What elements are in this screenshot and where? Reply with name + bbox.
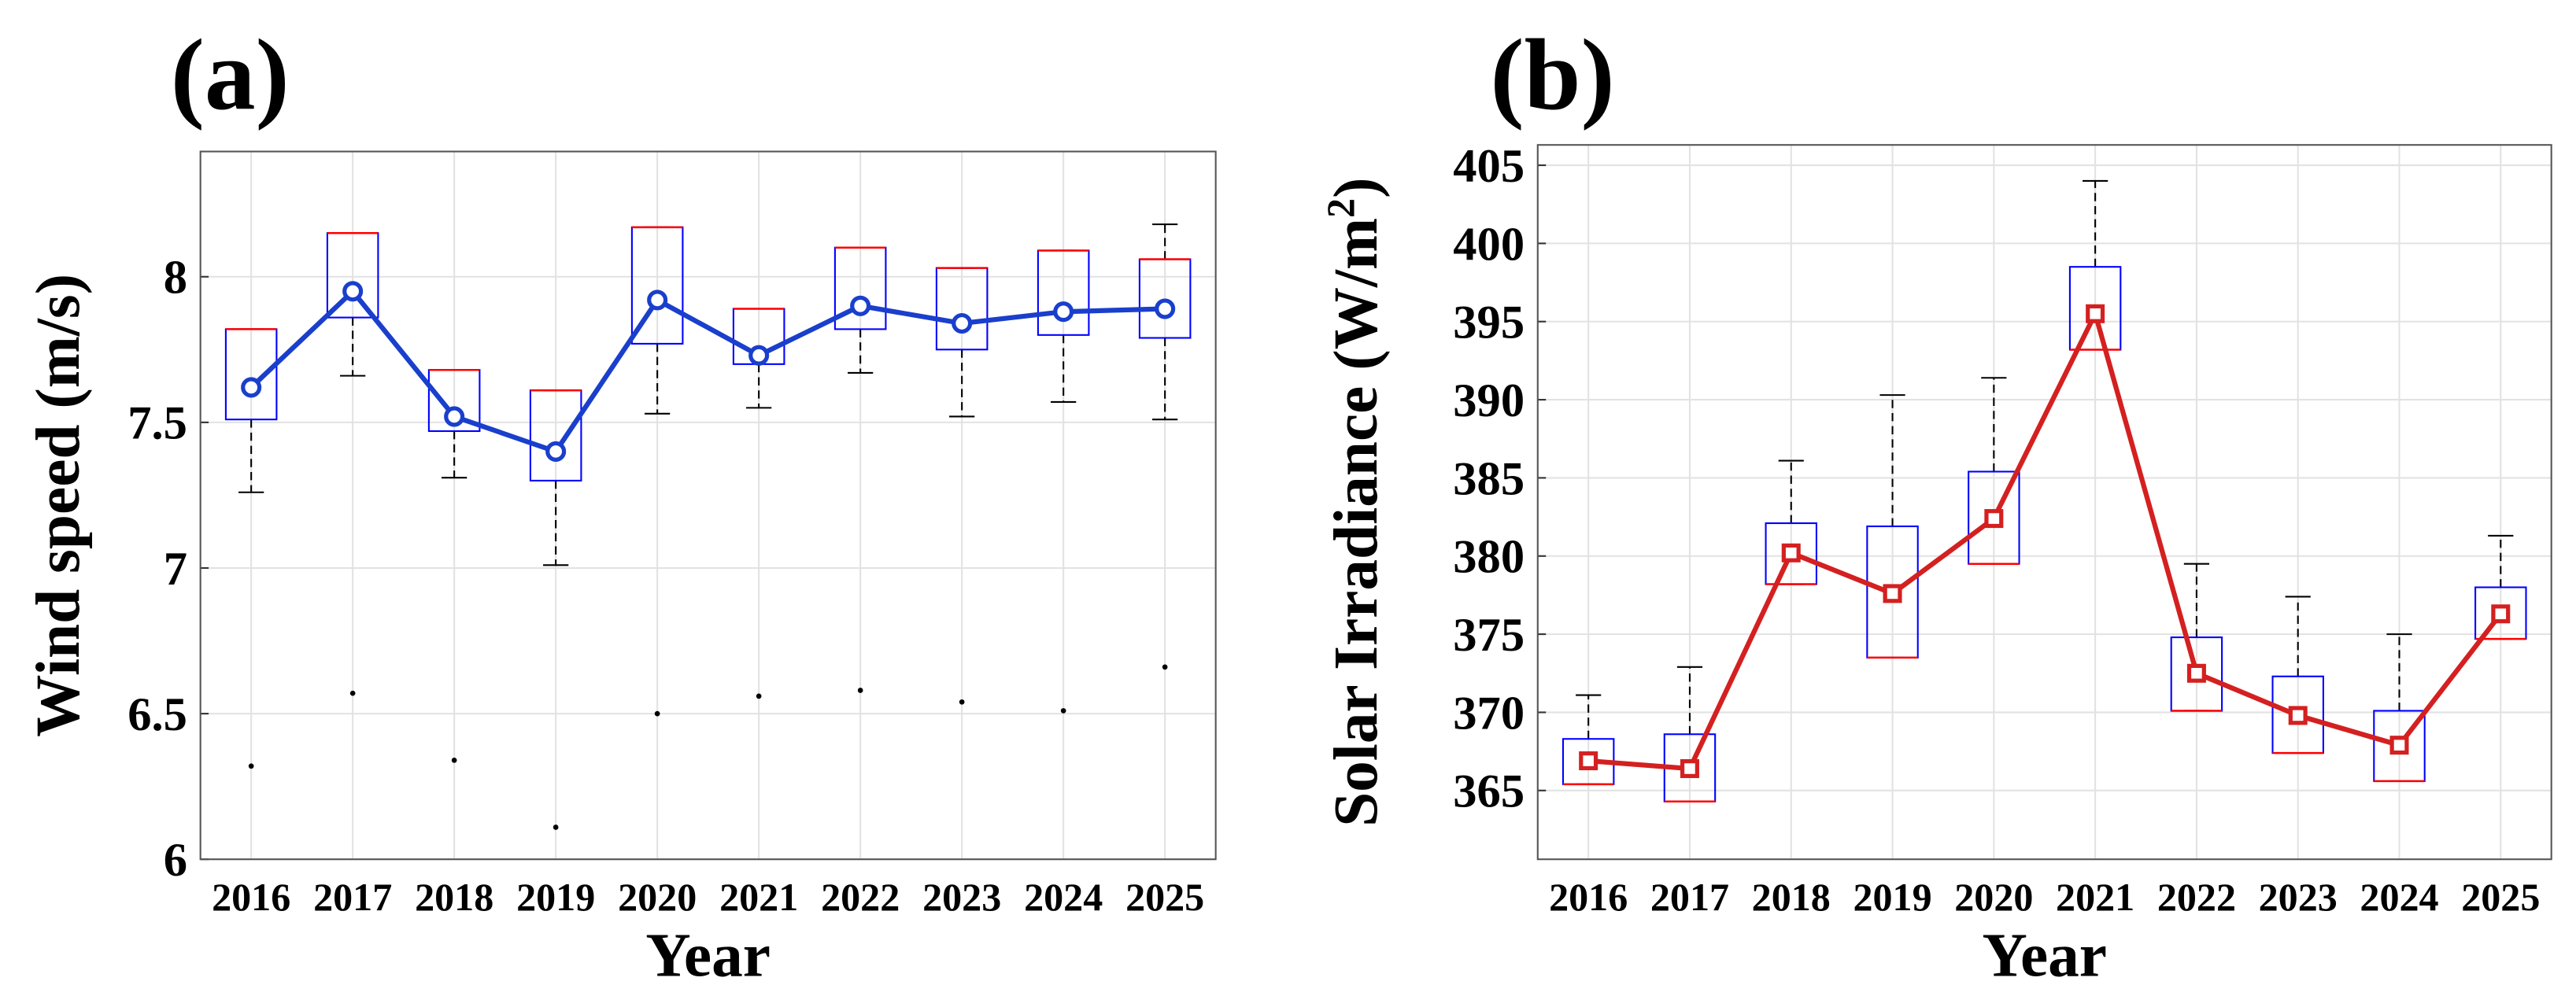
x-tick-label: 2019	[516, 875, 595, 919]
mean-marker	[1680, 758, 1699, 778]
x-tick-label: 2019	[1853, 875, 1931, 919]
mean-marker	[1579, 751, 1598, 771]
mean-marker	[2389, 736, 2409, 755]
outlier	[857, 688, 863, 693]
x-tick-label: 2016	[212, 875, 290, 919]
y-axis-label-end: )	[1321, 177, 1391, 197]
mean-marker	[342, 281, 364, 302]
outlier	[248, 763, 254, 769]
mean-marker	[444, 406, 465, 427]
y-axis-label-sup: 2	[1318, 198, 1362, 218]
mean-line	[1587, 307, 2503, 772]
mean-marker	[2288, 706, 2308, 725]
mean-marker	[241, 377, 262, 398]
x-tick-label: 2020	[1954, 875, 2033, 919]
x-tick-label: 2023	[922, 875, 1001, 919]
y-tick-label: 405	[1453, 140, 1525, 193]
mean-marker	[545, 441, 567, 462]
outlier	[654, 710, 660, 717]
outlier	[1060, 708, 1066, 714]
x-tick-label: 2016	[1549, 875, 1628, 919]
y-tick-label: 395	[1453, 297, 1525, 349]
outlier	[553, 824, 559, 830]
x-tick-label: 2025	[2461, 875, 2540, 919]
y-tick-label: 380	[1453, 531, 1525, 584]
panel-title: (a)	[171, 18, 290, 131]
x-tick-label: 2022	[821, 875, 900, 919]
x-tick-label: 2017	[313, 875, 392, 919]
outlier	[349, 690, 356, 696]
x-tick-label: 2017	[1650, 875, 1729, 919]
x-tick-label: 2018	[415, 875, 493, 919]
y-tick-label: 7	[164, 543, 187, 596]
x-axis-label: Year	[645, 920, 771, 990]
mean-marker	[850, 295, 871, 316]
outlier	[959, 699, 965, 705]
mean-marker	[1984, 509, 2004, 529]
mean-marker	[2186, 663, 2206, 683]
mean-marker	[1155, 298, 1176, 319]
x-tick-label: 2021	[2056, 875, 2134, 919]
axes-frame	[1536, 144, 2552, 861]
mean-marker	[1781, 543, 1801, 563]
y-axis-label-text: Solar Irradiance (W/m	[1321, 218, 1391, 827]
x-axis-label: Year	[1982, 920, 2107, 990]
x-tick-label: 2024	[1024, 875, 1103, 919]
y-axis-label-text: Wind speed (m/s)	[24, 274, 93, 737]
x-tick-label: 2024	[2360, 875, 2438, 919]
mean-marker	[647, 290, 668, 311]
panel-title: (b)	[1490, 18, 1614, 131]
outlier	[451, 758, 457, 763]
mean-marker	[2491, 604, 2511, 624]
y-tick-label: 8	[164, 252, 187, 304]
mean-marker	[748, 345, 770, 366]
y-tick-label: 7.5	[128, 397, 187, 450]
y-tick-label: 400	[1453, 218, 1525, 271]
outlier	[756, 693, 762, 699]
y-tick-label: 385	[1453, 452, 1525, 505]
y-tick-label: 6	[164, 834, 187, 887]
y-axis-label: Solar Irradiance (W/m2)	[1318, 177, 1391, 826]
y-tick-label: 365	[1453, 765, 1525, 818]
y-axis-label: Wind speed (m/s)	[24, 274, 93, 737]
mean-marker	[1883, 584, 1902, 603]
mean-marker	[952, 312, 973, 334]
y-tick-label: 375	[1453, 609, 1525, 662]
y-tick-label: 390	[1453, 374, 1525, 427]
x-tick-label: 2023	[2259, 875, 2338, 919]
mean-line	[249, 287, 1166, 455]
x-tick-label: 2022	[2157, 875, 2236, 919]
outlier	[1162, 664, 1168, 670]
x-tick-label: 2025	[1125, 875, 1204, 919]
y-tick-label: 370	[1453, 687, 1525, 740]
x-tick-label: 2020	[618, 875, 697, 919]
mean-marker	[1053, 301, 1074, 323]
axes-frame	[199, 150, 1217, 861]
mean-marker	[2086, 304, 2105, 323]
x-tick-label: 2021	[719, 875, 798, 919]
x-tick-label: 2018	[1752, 875, 1831, 919]
y-tick-label: 6.5	[128, 688, 187, 741]
